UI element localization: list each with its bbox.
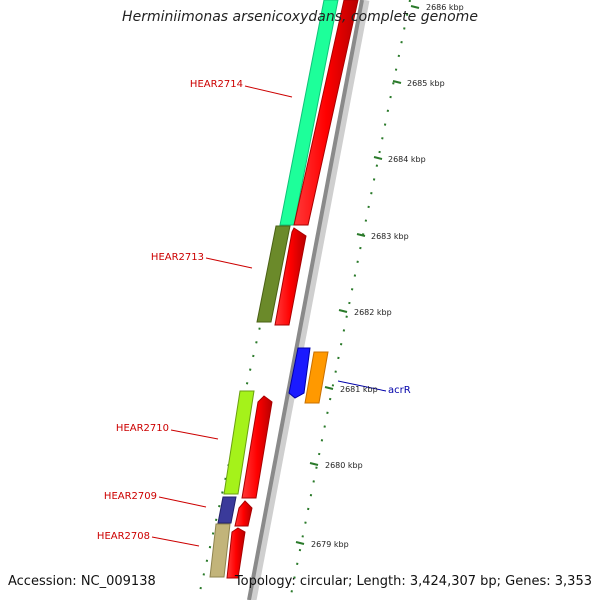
gene-hear2710[interactable]: [223, 390, 255, 495]
label-hear2709[interactable]: HEAR2709: [104, 491, 157, 502]
leader-hear2708: [151, 536, 200, 547]
scale-major-tick: [392, 80, 402, 84]
scale-label-2684: 2684 kbp: [388, 155, 426, 164]
scale-major-tick: [356, 233, 366, 237]
scale-label-2686: 2686 kbp: [426, 3, 464, 12]
scale-major-tick: [324, 386, 334, 390]
label-acrR[interactable]: acrR: [388, 385, 411, 396]
leader-hear2710: [170, 429, 219, 440]
leader-acrR: [337, 380, 387, 392]
cds-hear2713[interactable]: [274, 227, 307, 326]
cds-hear2708[interactable]: [226, 527, 246, 579]
label-hear2708[interactable]: HEAR2708: [97, 531, 150, 542]
gene-hear2709[interactable]: [217, 496, 237, 524]
scale-major-tick: [309, 462, 319, 466]
leader-hear2709: [158, 496, 207, 508]
gene-hear2708[interactable]: [209, 523, 231, 578]
scale-major-tick: [410, 5, 420, 9]
scale-label-2683: 2683 kbp: [371, 232, 409, 241]
scale-ticks: [295, 5, 420, 545]
scale-label-2681: 2681 kbp: [340, 385, 378, 394]
scale-label-2682: 2682 kbp: [354, 308, 392, 317]
cds-hear2709[interactable]: [234, 500, 253, 527]
accession-text: Accession: NC_009138: [8, 574, 156, 589]
cds-hear2710[interactable]: [241, 395, 273, 499]
scale-label-2680: 2680 kbp: [325, 461, 363, 470]
cds-acrR-orange[interactable]: [304, 351, 329, 404]
backbone: [247, 0, 364, 601]
genome-summary-text: Topology: circular; Length: 3,424,307 bp…: [234, 574, 592, 589]
label-hear2713[interactable]: HEAR2713: [151, 252, 204, 263]
backbone-shadow: [247, 0, 370, 601]
gene-hear2713[interactable]: [256, 225, 291, 323]
scale-label-2679: 2679 kbp: [311, 540, 349, 549]
scale-major-tick: [373, 156, 383, 160]
cds-hear2714[interactable]: [293, 0, 359, 226]
scale-label-2685: 2685 kbp: [407, 79, 445, 88]
label-hear2710[interactable]: HEAR2710: [116, 423, 169, 434]
leader-hear2713: [205, 257, 253, 269]
gene-acrR[interactable]: [288, 347, 311, 399]
leader-hear2714: [244, 85, 293, 98]
page-title: Herminiimonas arsenicoxydans, complete g…: [122, 9, 478, 25]
scale-major-tick: [295, 541, 305, 545]
scale-major-tick: [338, 309, 348, 313]
label-hear2714[interactable]: HEAR2714: [190, 79, 243, 90]
